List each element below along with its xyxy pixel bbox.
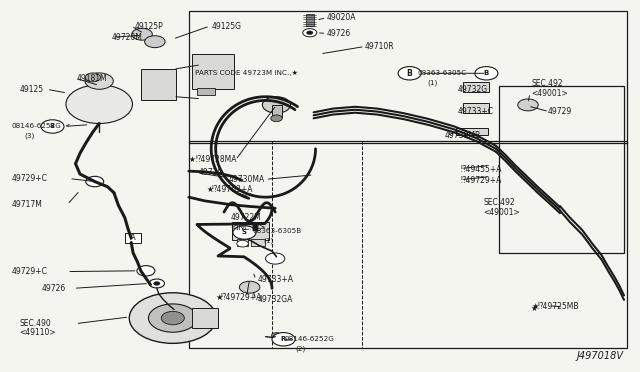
Circle shape [475, 67, 498, 80]
Circle shape [307, 31, 313, 35]
Text: 49125: 49125 [19, 85, 44, 94]
Text: 49733+C: 49733+C [458, 107, 493, 116]
Text: J497018V: J497018V [577, 351, 624, 361]
Text: ⁉49728MA: ⁉49728MA [195, 155, 237, 164]
Text: 49730MB: 49730MB [445, 131, 481, 140]
Circle shape [237, 240, 248, 247]
Circle shape [129, 293, 216, 343]
Text: PARTS CODE 49723M INC.,★: PARTS CODE 49723M INC.,★ [195, 70, 298, 76]
Text: 49125P: 49125P [134, 22, 163, 31]
Text: 49732G: 49732G [458, 85, 488, 94]
Circle shape [66, 85, 132, 124]
Text: B: B [407, 69, 412, 78]
Bar [197, 88, 215, 95]
Text: (2): (2) [296, 345, 306, 352]
Bar [306, 14, 314, 26]
Bar [192, 308, 218, 328]
Circle shape [233, 226, 256, 239]
Circle shape [145, 36, 165, 48]
Circle shape [86, 176, 104, 187]
Text: S: S [242, 230, 247, 235]
Circle shape [149, 279, 164, 288]
Circle shape [271, 333, 282, 339]
Bar [189, 141, 627, 348]
Text: 8: 8 [50, 124, 55, 129]
Text: ⁉49455+A: ⁉49455+A [461, 165, 502, 174]
Bar [463, 82, 489, 92]
Text: 49726: 49726 [326, 29, 351, 38]
Text: 08363-6305C: 08363-6305C [417, 70, 467, 76]
Text: 49020A: 49020A [326, 13, 356, 22]
Text: 49717M: 49717M [12, 200, 42, 209]
Text: 49710R: 49710R [365, 42, 394, 51]
Text: ★: ★ [207, 185, 213, 193]
Text: (3): (3) [24, 132, 35, 139]
Text: 49726: 49726 [42, 284, 66, 293]
Text: 08146-6252G: 08146-6252G [285, 336, 335, 342]
Bar [272, 105, 282, 117]
Bar [141, 69, 176, 100]
Circle shape [303, 29, 317, 37]
Text: 49729: 49729 [547, 107, 572, 116]
Text: 49720M: 49720M [112, 33, 143, 42]
Bar [189, 11, 627, 143]
Bar [125, 233, 141, 243]
Circle shape [148, 304, 197, 332]
Text: 49722M: 49722M [230, 213, 261, 222]
Text: ★: ★ [532, 302, 540, 311]
Bar [192, 54, 234, 89]
Text: 49733+A: 49733+A [257, 275, 293, 284]
Text: ★: ★ [531, 304, 538, 312]
Text: B: B [484, 70, 489, 76]
Text: SEC.490: SEC.490 [19, 319, 51, 328]
Circle shape [85, 73, 100, 82]
Text: ⁉49725MB: ⁉49725MB [538, 302, 579, 311]
Circle shape [137, 266, 155, 276]
Text: 49730MA: 49730MA [228, 175, 265, 184]
Text: 49729: 49729 [198, 169, 223, 177]
Text: (1): (1) [428, 79, 438, 86]
Bar [499, 86, 624, 253]
Text: ★: ★ [215, 293, 223, 302]
Text: 49729+C: 49729+C [12, 267, 47, 276]
Text: <INC.■>: <INC.■> [230, 223, 266, 232]
Circle shape [85, 73, 113, 89]
Circle shape [272, 333, 295, 346]
Text: <49110>: <49110> [19, 328, 56, 337]
Text: A: A [131, 233, 136, 242]
Bar [232, 222, 269, 240]
Circle shape [132, 28, 152, 40]
Text: SEC.492: SEC.492 [531, 79, 563, 88]
Text: ★: ★ [189, 155, 195, 164]
Text: SEC.492: SEC.492 [483, 198, 515, 207]
Circle shape [518, 99, 538, 111]
Text: 08363-6305B: 08363-6305B [253, 228, 302, 234]
Text: ⁉49763+A: ⁉49763+A [211, 185, 253, 194]
Circle shape [239, 281, 260, 293]
Bar [237, 239, 248, 246]
Circle shape [266, 253, 285, 264]
Text: 08146-6252G: 08146-6252G [12, 124, 61, 129]
Text: <49001>: <49001> [483, 208, 520, 217]
Text: R: R [281, 336, 286, 342]
Bar [272, 141, 362, 348]
Text: 49729+C: 49729+C [12, 174, 47, 183]
Circle shape [41, 120, 64, 133]
Text: ⁉49729+A: ⁉49729+A [461, 176, 502, 185]
Bar [251, 239, 265, 246]
Text: 49125G: 49125G [211, 22, 241, 31]
Bar [456, 128, 488, 135]
Circle shape [161, 311, 184, 325]
Text: 49181M: 49181M [77, 74, 108, 83]
Text: 49732GA: 49732GA [257, 295, 292, 304]
Text: ⁉49729+A: ⁉49729+A [221, 293, 262, 302]
Text: (1): (1) [264, 237, 274, 244]
Bar [463, 103, 489, 113]
Circle shape [154, 282, 160, 285]
Text: <49001>: <49001> [531, 89, 568, 97]
Circle shape [271, 115, 282, 122]
Circle shape [262, 97, 291, 113]
Circle shape [398, 67, 421, 80]
